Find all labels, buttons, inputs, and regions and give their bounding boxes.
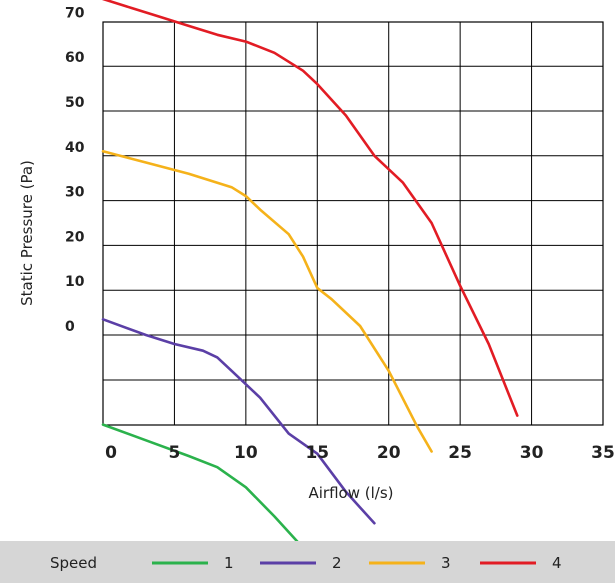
y-tick-label: 40 <box>65 140 85 156</box>
legend-items: 1 2 3 4 <box>152 554 562 572</box>
legend-label-speed-4: 4 <box>552 554 562 572</box>
x-axis-title: Airflow (l/s) <box>309 484 394 502</box>
y-axis-title: Static Pressure (Pa) <box>18 160 36 306</box>
series-line-speed-4 <box>102 0 519 417</box>
y-tick-labels: 9080706050403020100 <box>65 5 85 335</box>
y-tick-label: 10 <box>65 274 85 290</box>
legend-title: Speed <box>50 554 97 572</box>
y-tick-label: 50 <box>65 95 85 111</box>
x-tick-labels: 0 5 10 15 20 25 30 35 <box>105 443 615 463</box>
legend: Speed 1 2 3 4 <box>0 541 615 583</box>
series-lines <box>101 0 519 570</box>
y-tick-label: 20 <box>65 229 85 245</box>
y-tick-label: 70 <box>65 5 85 21</box>
grid-lines <box>103 22 603 425</box>
x-tick-label: 20 <box>377 443 401 463</box>
plot-area <box>101 0 604 570</box>
x-tick-label: 0 <box>105 443 117 463</box>
x-tick-label: 30 <box>520 443 544 463</box>
legend-label-speed-3: 3 <box>441 554 451 572</box>
x-tick-label: 5 <box>169 443 181 463</box>
x-tick-label: 10 <box>234 443 258 463</box>
plot-border <box>102 21 604 426</box>
series-line-speed-3 <box>101 150 433 453</box>
x-tick-label: 25 <box>448 443 472 463</box>
legend-label-speed-2: 2 <box>332 554 342 572</box>
y-tick-label: 60 <box>65 50 85 66</box>
series-line-speed-2 <box>101 318 376 525</box>
x-tick-label: 15 <box>305 443 329 463</box>
x-tick-label: 35 <box>591 443 615 463</box>
y-tick-label: 0 <box>65 319 75 335</box>
legend-label-speed-1: 1 <box>224 554 234 572</box>
y-tick-label: 30 <box>65 185 85 201</box>
